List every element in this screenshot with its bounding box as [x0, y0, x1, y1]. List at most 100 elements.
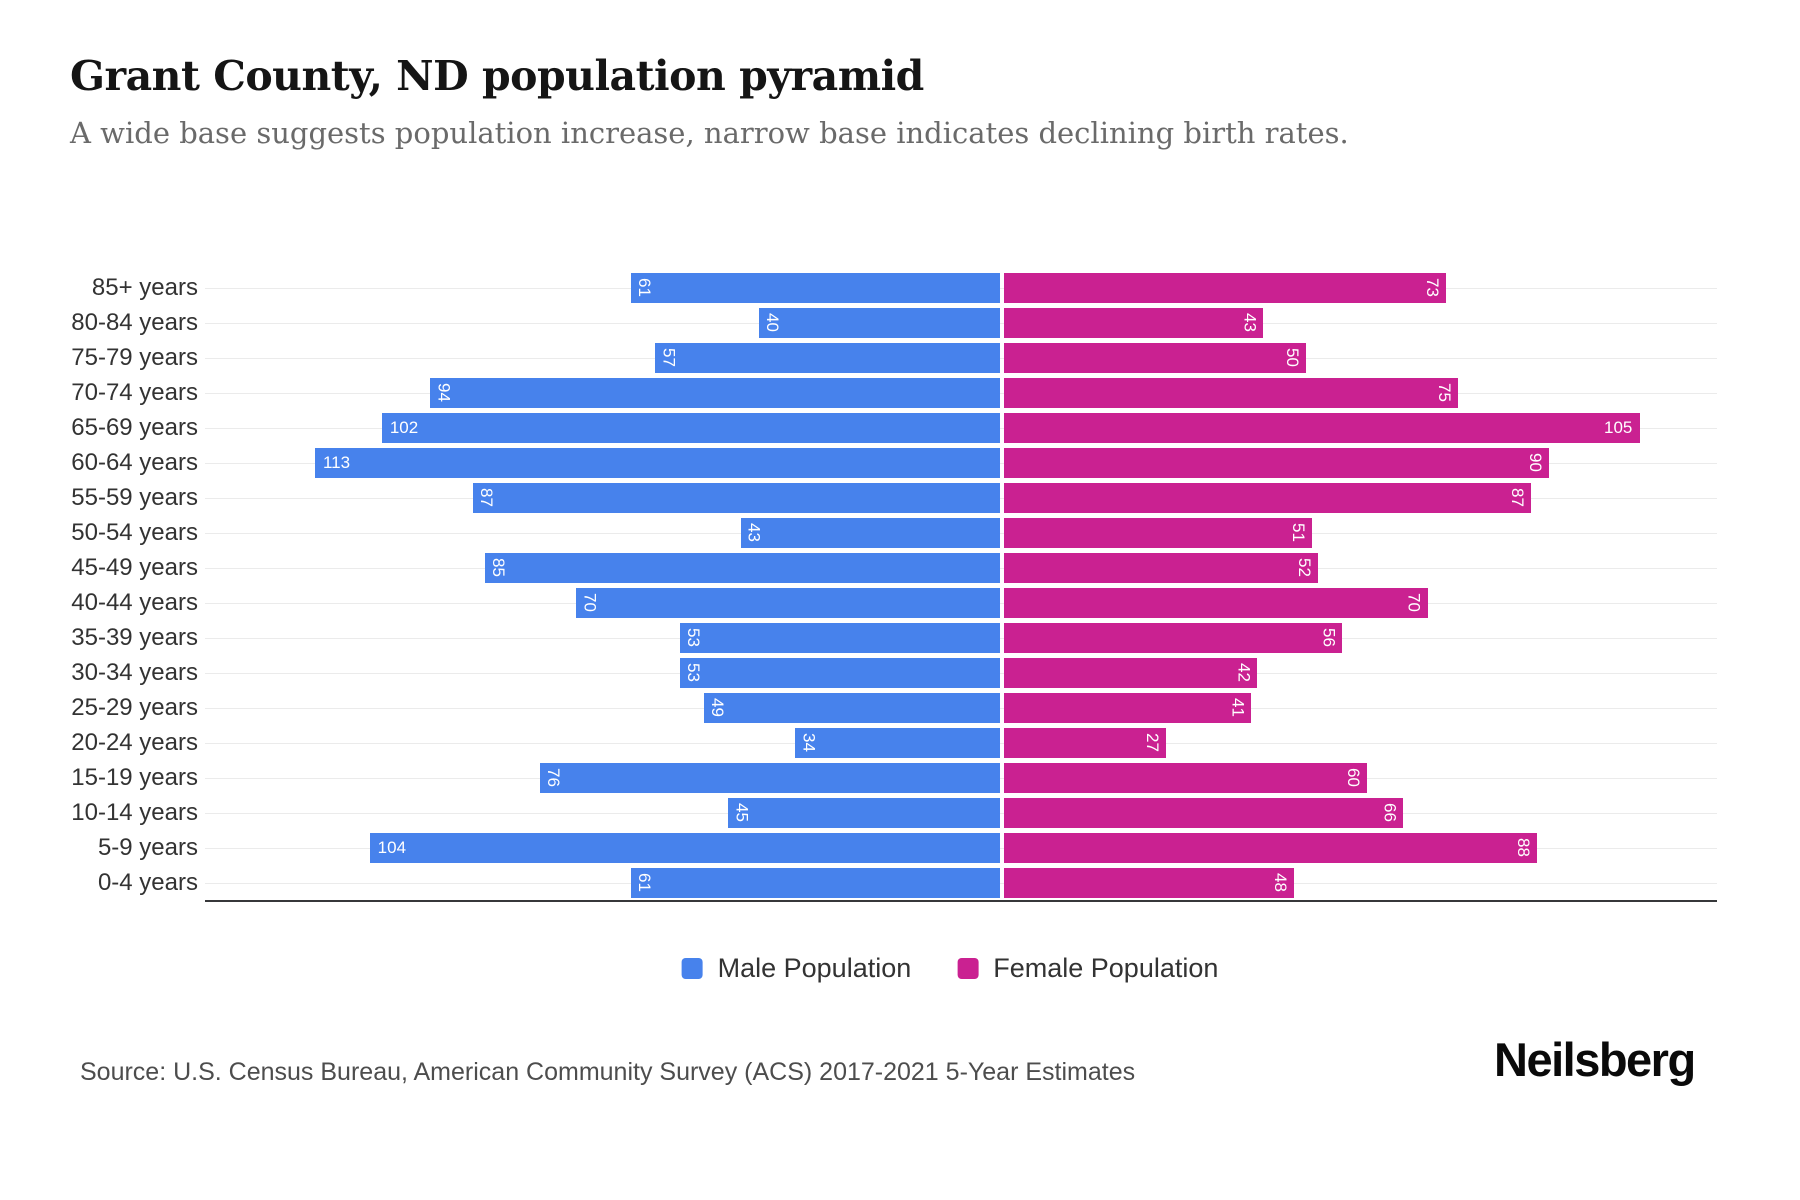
male-bar[interactable]: 102: [381, 412, 1000, 443]
bar-value-label: 40: [762, 313, 782, 332]
bar-value-label: 45: [732, 803, 752, 822]
female-bar[interactable]: 70: [1004, 587, 1428, 618]
category-label: 20-24 years: [71, 729, 198, 756]
bar-value-label: 105: [1604, 418, 1633, 437]
bar-value-label: 75: [1435, 383, 1454, 402]
female-bar[interactable]: 66: [1004, 797, 1404, 828]
male-bar[interactable]: 61: [631, 272, 1000, 303]
bar-value-label: 60: [1343, 768, 1363, 787]
female-bar[interactable]: 52: [1004, 552, 1319, 583]
female-bar[interactable]: 60: [1004, 762, 1367, 793]
male-bar[interactable]: 45: [728, 797, 1000, 828]
bar-value-label: 66: [1380, 803, 1400, 822]
male-bar[interactable]: 49: [704, 692, 1000, 723]
female-bar[interactable]: 75: [1004, 377, 1458, 408]
category-label: 55-59 years: [71, 484, 198, 511]
bar-value-label: 104: [377, 838, 407, 857]
bar-value-label: 27: [1143, 733, 1163, 752]
bar-value-label: 48: [1270, 873, 1290, 892]
male-bar[interactable]: 53: [679, 622, 1000, 653]
plot-area: 85+ years 61 73 80-84 years 40 43 75-79 years 5…: [71, 270, 1717, 902]
category-label: 65-69 years: [71, 414, 198, 441]
male-bar[interactable]: 43: [740, 517, 1000, 548]
male-bar[interactable]: 61: [631, 867, 1000, 898]
legend-item-female[interactable]: Female Population: [957, 953, 1218, 984]
legend-female-label: Female Population: [993, 953, 1219, 983]
bar-value-label: 70: [580, 593, 600, 612]
category-label: 35-39 years: [71, 624, 198, 651]
bar-value-label: 56: [1319, 628, 1339, 647]
bar-value-label: 87: [477, 488, 497, 507]
bar-value-label: 53: [683, 628, 703, 647]
male-bar[interactable]: 70: [576, 587, 1000, 618]
category-label: 40-44 years: [71, 589, 198, 616]
bar-value-label: 41: [1228, 698, 1248, 717]
male-bar[interactable]: 104: [369, 832, 1000, 863]
female-swatch-icon: [957, 958, 979, 979]
bar-value-label: 49: [708, 698, 728, 717]
category-label: 75-79 years: [71, 344, 198, 371]
bar-value-label: 88: [1514, 838, 1534, 857]
bar-value-label: 90: [1526, 453, 1546, 472]
female-bar[interactable]: 105: [1004, 412, 1641, 443]
bar-value-label: 85: [489, 558, 509, 577]
female-bar[interactable]: 41: [1004, 692, 1252, 723]
male-bar[interactable]: 85: [485, 552, 1000, 583]
category-label: 25-29 years: [71, 694, 198, 721]
bar-value-label: 73: [1422, 278, 1442, 297]
chart-title: Grant County, ND population pyramid: [70, 52, 924, 100]
female-bar[interactable]: 73: [1004, 272, 1446, 303]
legend-item-male[interactable]: Male Population: [681, 953, 912, 984]
source-text: Source: U.S. Census Bureau, American Com…: [80, 1058, 1136, 1086]
female-bar[interactable]: 87: [1004, 482, 1531, 513]
bar-value-label: 34: [799, 733, 819, 752]
category-label: 60-64 years: [71, 449, 198, 476]
bar-value-label: 102: [389, 418, 419, 437]
male-bar[interactable]: 40: [758, 307, 1000, 338]
female-bar[interactable]: 43: [1004, 307, 1264, 338]
category-label: 70-74 years: [71, 379, 198, 406]
bar-value-label: 53: [683, 663, 703, 682]
bar-value-label: 70: [1404, 593, 1424, 612]
female-bar[interactable]: 51: [1004, 517, 1313, 548]
chart-subtitle: A wide base suggests population increase…: [70, 116, 1349, 150]
bar-value-label: 57: [659, 348, 679, 367]
category-label: 80-84 years: [71, 309, 198, 336]
male-bar[interactable]: 113: [314, 447, 1000, 478]
female-bar[interactable]: 88: [1004, 832, 1538, 863]
female-bar[interactable]: 90: [1004, 447, 1550, 478]
bar-value-label: 50: [1283, 348, 1302, 367]
male-bar[interactable]: 94: [430, 377, 1000, 408]
category-label: 0-4 years: [97, 869, 198, 896]
bar-value-label: 42: [1234, 663, 1254, 682]
bar-value-label: 61: [635, 873, 655, 892]
bar-value-label: 61: [635, 278, 655, 297]
male-bar[interactable]: 34: [795, 727, 1000, 758]
female-bar[interactable]: 56: [1004, 622, 1343, 653]
male-bar[interactable]: 87: [473, 482, 1000, 513]
legend: Male Population Female Population: [681, 953, 1218, 984]
category-label: 10-14 years: [71, 799, 198, 826]
brand-logo: Neilsberg: [1494, 1033, 1696, 1086]
bar-value-label: 94: [434, 383, 454, 402]
category-label: 85+ years: [91, 274, 198, 301]
bar-value-label: 43: [744, 523, 764, 542]
female-bar[interactable]: 50: [1004, 342, 1306, 373]
bar-value-label: 51: [1289, 523, 1309, 542]
bar-value-label: 52: [1295, 558, 1315, 577]
female-bar[interactable]: 27: [1004, 727, 1167, 758]
bar-value-label: 76: [543, 768, 563, 787]
x-axis-line: [205, 900, 1717, 902]
female-bar[interactable]: 42: [1004, 657, 1258, 688]
bar-value-label: 87: [1507, 488, 1527, 507]
female-bar[interactable]: 48: [1004, 867, 1294, 898]
male-swatch-icon: [681, 958, 703, 979]
male-bar[interactable]: 57: [655, 342, 1000, 373]
legend-male-label: Male Population: [717, 953, 912, 983]
male-bar[interactable]: 53: [679, 657, 1000, 688]
bar-value-label: 113: [322, 453, 351, 472]
male-bar[interactable]: 76: [539, 762, 1000, 793]
category-label: 15-19 years: [71, 764, 198, 791]
category-label: 50-54 years: [71, 519, 198, 546]
